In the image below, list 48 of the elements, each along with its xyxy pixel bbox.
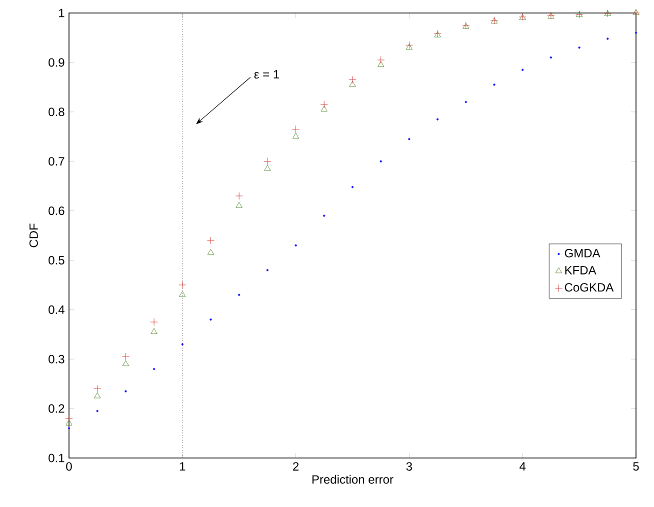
point bbox=[236, 202, 242, 208]
y-tick-label: 0.7 bbox=[48, 157, 64, 166]
annotation: ε = 1 bbox=[254, 70, 280, 79]
y-axis-title: CDF bbox=[29, 224, 38, 248]
x-tick-label: 1 bbox=[180, 462, 186, 470]
y-tick-label: 0.3 bbox=[48, 354, 64, 364]
x-tick-label: 0 bbox=[66, 462, 72, 471]
point bbox=[150, 318, 158, 326]
x-axis-title: Prediction error bbox=[312, 474, 394, 484]
point bbox=[405, 41, 413, 49]
y-tick-label: 0.2 bbox=[48, 404, 64, 413]
legend-label: GMDA bbox=[564, 248, 600, 258]
y-tick-label: 0.6 bbox=[48, 206, 64, 216]
point bbox=[207, 249, 214, 255]
y-tick-label: 0.1 bbox=[48, 454, 64, 462]
point bbox=[94, 392, 101, 398]
point bbox=[264, 158, 272, 166]
point bbox=[292, 132, 300, 139]
point bbox=[292, 125, 300, 133]
x-tick-label: 5 bbox=[633, 462, 639, 471]
y-tick-label: 1 bbox=[59, 8, 64, 18]
point bbox=[66, 420, 72, 426]
y-tick-label: 0.9 bbox=[48, 58, 64, 67]
point bbox=[378, 61, 384, 67]
point bbox=[406, 44, 413, 50]
point bbox=[179, 291, 186, 297]
y-tick-label: 0.4 bbox=[48, 305, 64, 314]
point bbox=[320, 100, 328, 108]
point bbox=[178, 281, 186, 289]
point bbox=[150, 328, 158, 334]
point bbox=[65, 414, 73, 422]
point bbox=[122, 352, 130, 360]
legend-label: KFDA bbox=[565, 266, 596, 274]
legend-label: CoGKDA bbox=[564, 283, 614, 292]
y-tick-label: 0.5 bbox=[48, 256, 64, 264]
point bbox=[206, 236, 215, 244]
point bbox=[320, 106, 328, 112]
point bbox=[94, 384, 102, 393]
point bbox=[349, 80, 356, 87]
point bbox=[348, 76, 356, 84]
x-tick-label: 3 bbox=[406, 462, 412, 471]
x-tick-label: 2 bbox=[293, 462, 299, 471]
y-tick-label: 0.8 bbox=[48, 108, 64, 116]
point bbox=[264, 164, 271, 171]
x-tick-label: 4 bbox=[520, 462, 526, 470]
point bbox=[377, 56, 385, 64]
point bbox=[122, 360, 130, 366]
point bbox=[235, 192, 243, 200]
